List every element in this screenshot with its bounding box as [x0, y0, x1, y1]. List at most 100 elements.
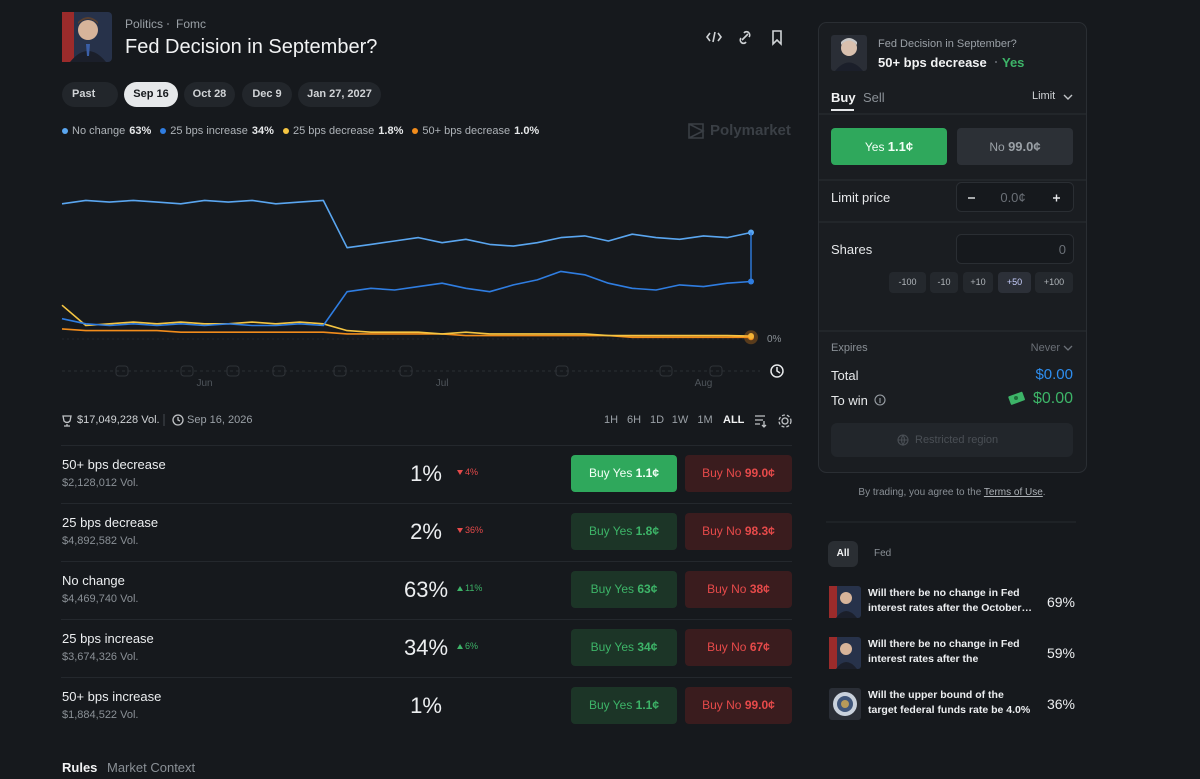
expires-label: Expires: [831, 342, 868, 354]
buy-no-button[interactable]: Buy No 98.3¢: [685, 513, 792, 550]
row-divider: [61, 503, 792, 504]
change-value: 6%: [465, 641, 479, 651]
legend-name: 50+ bps decrease: [422, 125, 511, 137]
buy-no-button[interactable]: Buy No 99.0¢: [685, 455, 792, 492]
related-avatar: [829, 586, 861, 618]
bottom-tab[interactable]: Rules: [62, 760, 98, 775]
related-title[interactable]: Will there be no change in Fed interest …: [868, 587, 1032, 614]
no-button[interactable]: No 99.0¢: [957, 128, 1073, 165]
separator-dot: [167, 23, 169, 25]
related-tab[interactable]: All: [836, 548, 850, 559]
time-range[interactable]: 1D: [649, 414, 665, 426]
date-tab[interactable]: Past: [62, 82, 118, 107]
legend-swatch: [62, 128, 68, 134]
legend-name: 25 bps increase: [170, 125, 248, 137]
buy-label: Buy No: [702, 524, 742, 538]
row-divider: [61, 445, 792, 446]
outcome-name: 50+ bps increase: [62, 689, 162, 704]
time-range[interactable]: 6H: [626, 414, 642, 426]
expires-value[interactable]: Never: [1030, 342, 1060, 354]
buy-label: Buy No: [707, 582, 747, 596]
share-step[interactable]: +10: [963, 272, 993, 293]
legend-item: 25 bps decrease 1.8%: [282, 125, 403, 137]
chance-change: 11%: [457, 583, 482, 593]
buy-label: Buy Yes: [590, 582, 634, 596]
change-arrow: [457, 585, 463, 591]
buy-no-button[interactable]: Buy No 38¢: [685, 571, 792, 608]
legend-swatch: [160, 128, 167, 134]
series-line: [61, 199, 752, 249]
panel-avatar: [831, 35, 867, 71]
related-avatar: [829, 637, 861, 669]
change-value: 4%: [465, 467, 479, 477]
trade-tab[interactable]: Buy: [831, 90, 856, 105]
limit-price: 0.0¢: [1000, 190, 1026, 205]
buy-yes-button[interactable]: Buy Yes 1.1¢: [571, 687, 677, 724]
outcome-volume: $3,674,326 Vol.: [62, 651, 139, 663]
buy-yes-button[interactable]: Buy Yes 1.8¢: [571, 513, 677, 550]
outcome-chance: 1%: [410, 461, 442, 486]
related-title[interactable]: Will there be no change in Fed interest …: [868, 638, 1020, 665]
buy-price: 63¢: [637, 582, 658, 596]
legend: No change 63% 25 bps increase 34% 25 bps dec…: [62, 125, 539, 137]
plus-icon[interactable]: [1053, 194, 1060, 202]
buy-label: Buy Yes: [588, 466, 633, 480]
buy-price: 98.3¢: [744, 524, 775, 538]
info-icon: [874, 394, 886, 406]
price-chart: 0% Jun Jul Aug: [61, 199, 782, 389]
change-arrow: [457, 527, 463, 533]
share-step[interactable]: -100: [889, 272, 926, 293]
outcome-name: 25 bps decrease: [62, 515, 159, 530]
buy-label: Buy Yes: [590, 640, 634, 654]
outcome-chance: 1%: [410, 693, 442, 718]
buy-price: 67¢: [749, 640, 770, 654]
panel-side: Yes: [1002, 55, 1025, 70]
row-divider: [61, 561, 792, 562]
shares-label: Shares: [831, 242, 873, 257]
order-type[interactable]: Limit: [1032, 90, 1056, 102]
buy-no-button[interactable]: Buy No 99.0¢: [685, 687, 792, 724]
trade-tab[interactable]: Sell: [863, 90, 885, 105]
buy-price: 1.8¢: [635, 524, 660, 538]
related-tab[interactable]: Fed: [874, 548, 892, 559]
change-arrow: [457, 469, 463, 475]
buy-label: Buy Yes: [588, 698, 633, 712]
no-label: No: [989, 140, 1005, 154]
buy-no-button[interactable]: Buy No 67¢: [685, 629, 792, 666]
outcome-volume: $2,128,012 Vol.: [62, 477, 139, 489]
date-tab[interactable]: Oct 28: [184, 82, 235, 107]
outcome-chance: 2%: [410, 519, 442, 544]
related-chance: 59%: [1046, 645, 1075, 661]
total-value: $0.00: [1035, 366, 1073, 383]
time-range[interactable]: ALL: [723, 414, 745, 426]
terms-text: By trading, you agree to the: [858, 487, 982, 498]
time-range[interactable]: 1H: [603, 414, 619, 426]
share-step[interactable]: +100: [1035, 272, 1073, 293]
time-range[interactable]: 1M: [697, 414, 713, 426]
change-arrow: [457, 643, 463, 649]
date-tab[interactable]: Jan 27, 2027: [298, 82, 381, 107]
date-tab[interactable]: Sep 16: [124, 82, 178, 107]
to-win-value: $0.00: [1032, 390, 1073, 407]
share-step[interactable]: -10: [930, 272, 958, 293]
legend-name: 25 bps decrease: [292, 125, 375, 137]
buy-yes-button[interactable]: Buy Yes 1.1¢: [571, 455, 677, 492]
bottom-tab[interactable]: Market Context: [107, 760, 196, 775]
x-tick-label: Jun: [196, 378, 212, 389]
series-line: [61, 270, 752, 327]
legend-item: 50+ bps decrease 1.0%: [412, 125, 539, 137]
terms-end: .: [1042, 487, 1046, 498]
time-range[interactable]: 1W: [671, 414, 689, 426]
to-win-label: To win: [831, 393, 868, 408]
outcome-name: 25 bps increase: [62, 631, 154, 646]
breadcrumb[interactable]: Politics: [125, 17, 164, 31]
related-title[interactable]: Will the upper bound of the target feder…: [868, 689, 1031, 716]
row-divider: [61, 677, 792, 678]
yes-button[interactable]: Yes 1.1¢: [831, 128, 947, 165]
buy-yes-button[interactable]: Buy Yes 63¢: [571, 571, 677, 608]
terms-link[interactable]: Terms of Use: [983, 487, 1043, 498]
buy-yes-button[interactable]: Buy Yes 34¢: [571, 629, 677, 666]
breadcrumb[interactable]: Fomc: [176, 17, 206, 31]
share-step[interactable]: +50: [998, 272, 1031, 293]
date-tab[interactable]: Dec 9: [242, 82, 292, 107]
